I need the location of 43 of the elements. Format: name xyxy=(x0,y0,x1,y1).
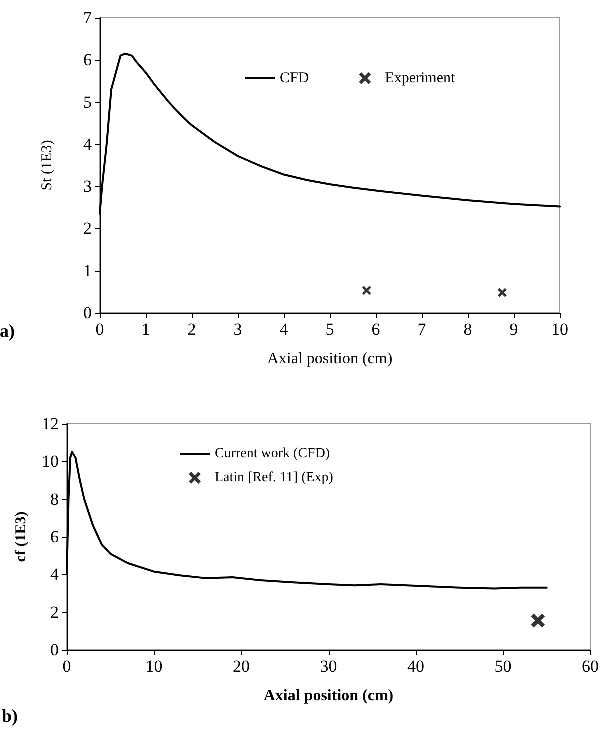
y-tick-label: 7 xyxy=(84,8,92,28)
y-tick-label: 2 xyxy=(50,602,59,622)
x-tick-label: 10 xyxy=(146,657,163,676)
x-tick-label: 2 xyxy=(188,320,196,339)
y-tick-label: 2 xyxy=(84,219,92,238)
y-tick-label: 3 xyxy=(84,177,92,196)
y-axis-title: cf (1E3) xyxy=(14,512,30,562)
y-tick-label: 12 xyxy=(42,414,59,434)
x-tick-label: 50 xyxy=(494,657,512,676)
legend-label: Current work (CFD) xyxy=(215,446,330,462)
x-tick-label: 0 xyxy=(62,657,72,676)
x-tick-label: 6 xyxy=(372,320,380,339)
legend-label: Experiment xyxy=(385,70,456,86)
x-axis-title: Axial position (cm) xyxy=(264,688,394,704)
x-tick-label: 0 xyxy=(96,320,104,339)
y-tick-label: 5 xyxy=(84,92,92,112)
y-tick-label: 4 xyxy=(50,565,60,584)
text: b) xyxy=(2,706,18,726)
x-tick-label: 60 xyxy=(582,657,599,676)
y-tick-label: 8 xyxy=(50,490,59,509)
y-tick-label: 0 xyxy=(50,640,59,660)
x-tick-label: 4 xyxy=(280,320,289,339)
legend-label: CFD xyxy=(280,70,310,86)
x-tick-label: 20 xyxy=(233,657,250,676)
x-tick-label: 30 xyxy=(320,657,338,676)
x-tick-label: 8 xyxy=(464,320,472,339)
y-tick-label: 4 xyxy=(84,134,92,154)
y-axis-title: St (1E3) xyxy=(40,140,56,191)
x-tick-label: 40 xyxy=(408,657,424,676)
x-tick-label: 3 xyxy=(234,320,242,339)
y-tick-label: 0 xyxy=(84,304,92,322)
y-tick-label: 6 xyxy=(84,50,92,70)
x-tick-label: 1 xyxy=(142,320,150,339)
x-tick-label: 7 xyxy=(418,320,427,339)
x-tick-label: 5 xyxy=(326,320,334,339)
x-tick-label: 10 xyxy=(552,320,568,339)
y-tick-label: 6 xyxy=(50,528,59,546)
y-tick-label: 1 xyxy=(84,261,92,280)
legend-label: Latin [Ref. 11] (Exp) xyxy=(215,470,334,486)
x-tick-label: 9 xyxy=(510,320,518,339)
text: a) xyxy=(0,321,15,341)
x-axis-title: Axial position (cm) xyxy=(267,350,393,368)
y-tick-label: 10 xyxy=(42,452,59,472)
